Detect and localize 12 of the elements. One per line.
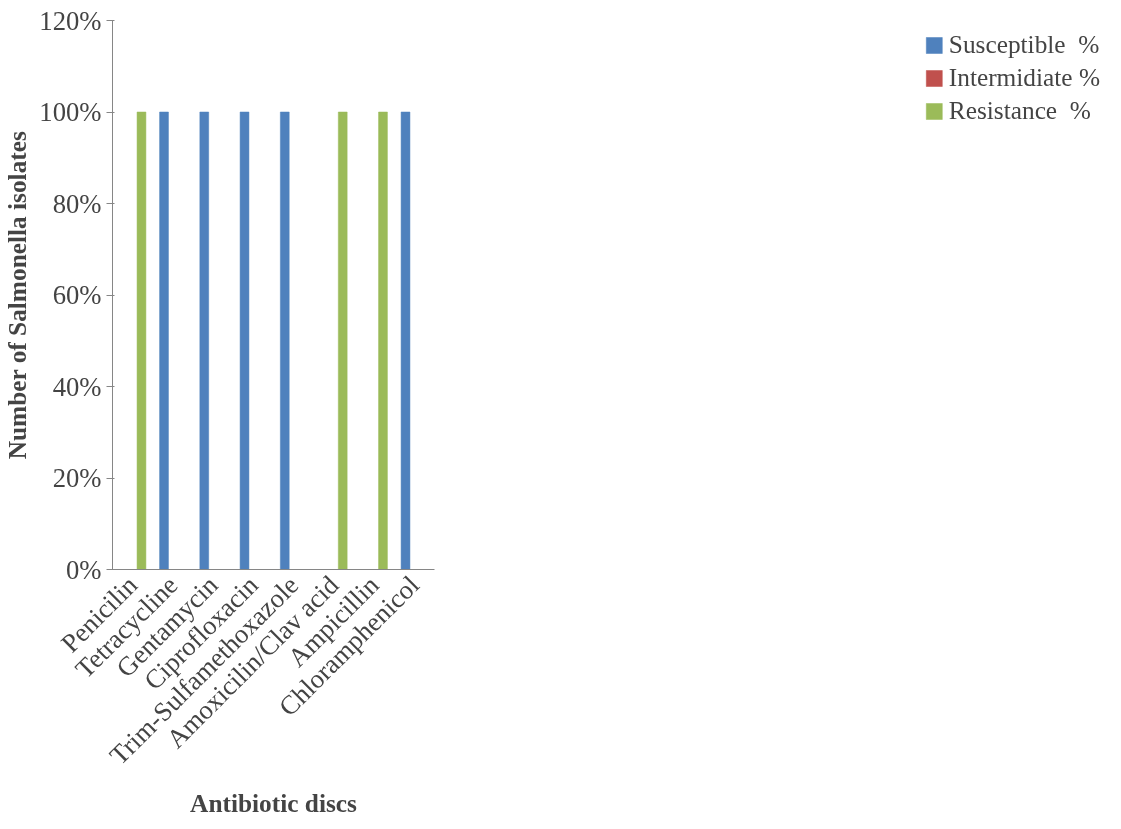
y-tick-label: 20% xyxy=(52,463,102,493)
y-tick-label: 80% xyxy=(52,188,102,219)
x-axis-title: Antibiotic discs xyxy=(190,789,358,818)
y-tick-label: 40% xyxy=(52,371,102,402)
legend-label: Resistance % xyxy=(948,96,1091,125)
y-tick-label: 60% xyxy=(52,280,102,310)
y-tick-label: 120% xyxy=(39,5,102,36)
y-tick-label: 100% xyxy=(39,97,102,127)
y-axis-title: Number of Salmonella isolates xyxy=(3,131,32,460)
legend-label: Susceptible % xyxy=(948,30,1100,59)
y-tick-label: 0% xyxy=(65,554,102,585)
legend-label: Intermidiate % xyxy=(948,63,1100,92)
